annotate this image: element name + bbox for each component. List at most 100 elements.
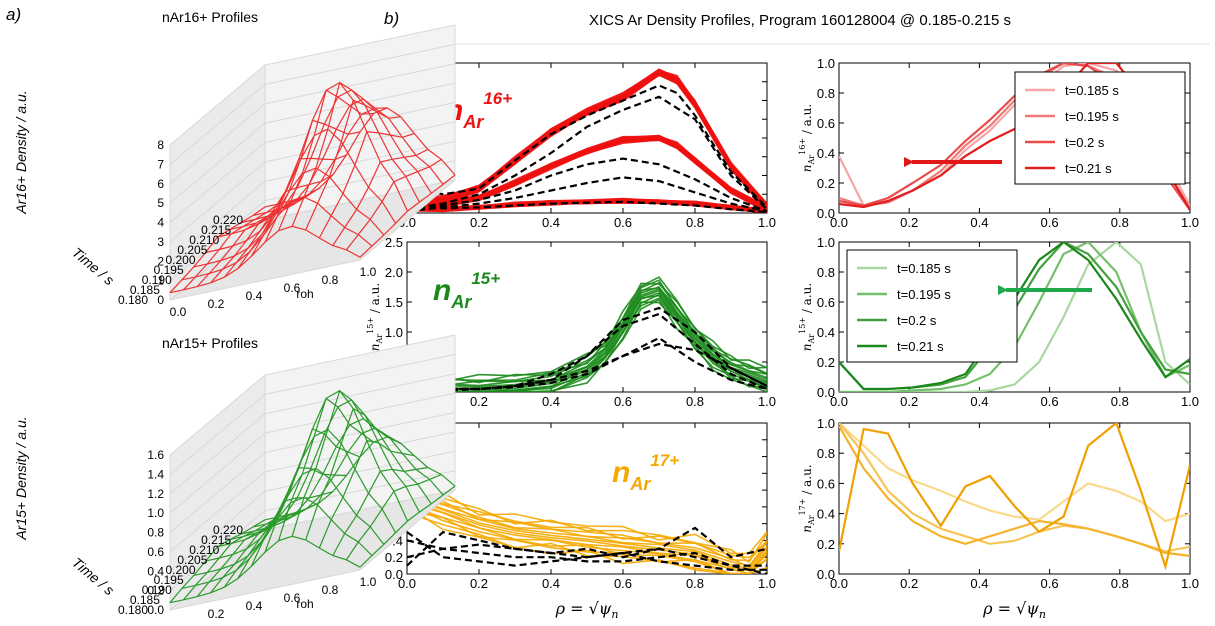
surf15-mesh-line-rho: [169, 519, 266, 604]
surf16-mesh-line-rho: [332, 148, 429, 246]
p15-xtick-label: 0.2: [470, 394, 488, 409]
surf15-rho-tick-label: 0.6: [284, 591, 301, 605]
n15-ytick-label: 0.8: [817, 265, 835, 280]
n17-series-line: [839, 423, 1190, 523]
panel-label-b: b): [384, 9, 399, 28]
p17-band-line: [407, 501, 767, 574]
p15-marks: [407, 276, 767, 392]
surf15-rho-tick-label: 0.4: [246, 599, 263, 613]
surf16-mesh-line-rho: [183, 203, 279, 291]
p17-marks: [407, 484, 767, 574]
surf16-rho-tick-label: 0.6: [284, 281, 301, 295]
surf15-time-tick-label: 0.205: [177, 553, 207, 567]
surf15-time-tick-label: 0.215: [201, 533, 231, 547]
surf15-time-tick-label: 0.220: [213, 523, 243, 537]
surf16-rho-label: roh: [296, 287, 313, 301]
surf15-rho-label: roh: [296, 597, 313, 611]
p16-xtick-label: 0.2: [470, 215, 488, 230]
surf16-wall-grid: [169, 103, 266, 185]
surf15-wall-grid: [169, 452, 266, 533]
surf15-rho-tick-label: 0.8: [322, 583, 339, 597]
p15-xtick-label: 1.0: [758, 394, 776, 409]
p15-band-line: [407, 276, 767, 383]
surf15-ztick-label: 1.0: [147, 506, 164, 520]
surf15-time-tick-label: 0.190: [142, 583, 172, 597]
p15-band-line: [407, 294, 767, 392]
surf16-time-tick-label: 0.180: [118, 293, 148, 307]
surf15-title: nAr15+ Profiles: [162, 335, 258, 351]
surf16-wall-grid: [264, 140, 456, 182]
surf16-ztick-label: 2: [157, 254, 164, 268]
n15-ylabel: nAr15+ / a.u.: [798, 283, 816, 351]
n17-ytick-label: 0.8: [817, 446, 835, 461]
n16-xtick-label: 0.0: [830, 215, 848, 230]
n16-ylabel: nAr16+ / a.u.: [798, 104, 816, 172]
surf16-rho-tick-label: 1.0: [360, 265, 377, 279]
n17-xlabel: ρ = √ψn: [982, 599, 1046, 621]
p16-xtick-label: 1.0: [758, 215, 776, 230]
n17-ytick-label: 0.2: [817, 537, 835, 552]
surf15-ztick-label: 0.6: [147, 545, 164, 559]
n17-xtick-label: 1.0: [1181, 576, 1199, 591]
figure-title: XICS Ar Density Profiles, Program 160128…: [589, 12, 1011, 29]
n17-marks: [839, 423, 1190, 571]
n15-ytick-label: 0.2: [817, 355, 835, 370]
n16-ytick-label: 0.2: [817, 176, 835, 191]
surf16-wall-grid: [169, 161, 266, 243]
p16-fit-dashed-line: [407, 200, 767, 213]
surf16-mesh-line-rho: [291, 81, 388, 227]
p17-xtick-label: 0.4: [542, 576, 560, 591]
n15-xtick-label: 0.6: [1041, 394, 1059, 409]
surf15-mesh-line-rho: [264, 428, 361, 553]
p17-fit-dashed-line: [407, 539, 767, 567]
n15-ytick-label: 0.0: [817, 385, 835, 400]
surf16-wall-grid: [169, 200, 266, 282]
surf15-wall-grid: [169, 432, 266, 514]
n17-ytick-label: 0.0: [817, 567, 835, 582]
n17-xtick-label: 0.2: [900, 576, 918, 591]
surf15-mesh-line-rho: [318, 439, 415, 549]
surf16-wall-grid: [169, 180, 266, 262]
surf15-rho-tick-label: 0.2: [208, 607, 225, 621]
surf16-time-tick-label: 0.200: [165, 253, 195, 267]
surf16-ztick-label: 1: [157, 274, 164, 288]
p15-ylabel: nAr15+ / a.u.: [366, 283, 384, 351]
n15-ytick-label: 0.6: [817, 295, 835, 310]
surf16-time-tick-label: 0.195: [154, 263, 184, 277]
n16-legend-label: t=0.195 s: [1065, 109, 1119, 124]
surf15-mesh-line-rho: [210, 508, 306, 594]
n17-series-line: [839, 423, 1190, 571]
surf16-ztick-label: 0: [157, 293, 164, 307]
surf16-mesh-line-rho: [169, 206, 266, 294]
surf15-ztick-label: 0.2: [147, 584, 164, 598]
p17-band-line: [407, 486, 767, 564]
n15-xtick-label: 1.0: [1181, 394, 1199, 409]
surf16-ztick-label: 4: [157, 216, 164, 230]
p16-band-line: [407, 135, 767, 208]
surf16-wall-grid: [264, 43, 456, 85]
p17-ytick-label: 0.2: [385, 550, 403, 565]
p15-band-line: [407, 282, 767, 384]
surf15-ztick-label: 0.4: [147, 564, 164, 578]
p15-ytick-label: 2.0: [385, 265, 403, 280]
p17-xtick-label: 0.2: [470, 576, 488, 591]
p16-xtick-label: 0.6: [614, 215, 632, 230]
surf15-mesh-line-rho: [332, 466, 428, 556]
p17-xtick-label: 0.6: [614, 576, 632, 591]
n15-xtick-label: 0.2: [900, 394, 918, 409]
surf16-wall-grid: [264, 160, 456, 202]
p15-band-line: [407, 301, 767, 392]
p15-band-line: [407, 285, 767, 389]
p17-band-line: [407, 493, 767, 567]
surf15-mesh-line-rho: [291, 389, 388, 537]
surf16-ztick-label: 5: [157, 196, 164, 210]
n16-ytick-label: 0.4: [817, 146, 835, 161]
n16-legend: t=0.185 s t=0.195 s t=0.2 s t=0.21 s: [1014, 71, 1186, 185]
p16-fit-dashed-line: [407, 95, 767, 211]
surf16-rho-tick-label: 0.4: [246, 289, 263, 303]
p15-ytick-label: 1.5: [385, 295, 403, 310]
n17-xtick-label: 0.8: [1111, 576, 1129, 591]
p15-xtick-label: 0.4: [542, 394, 560, 409]
surf15-wall-grid: [264, 450, 456, 492]
surf16-mesh-line-rho: [359, 174, 456, 258]
